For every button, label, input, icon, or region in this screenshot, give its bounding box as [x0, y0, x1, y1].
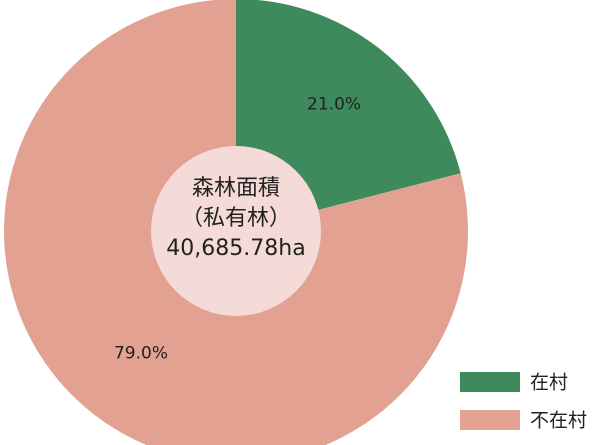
- center-label: 森林面積: [192, 176, 280, 201]
- center-label: 40,685.78ha: [166, 236, 305, 261]
- value-label: 79.0%: [114, 343, 168, 363]
- donut-center: [151, 146, 321, 316]
- legend-swatch: [460, 372, 520, 392]
- value-label: 21.0%: [307, 95, 361, 115]
- legend-swatch: [460, 410, 520, 430]
- legend-label: 不在村: [530, 410, 587, 432]
- legend-label: 在村: [530, 372, 568, 394]
- center-label: （私有林）: [181, 206, 291, 231]
